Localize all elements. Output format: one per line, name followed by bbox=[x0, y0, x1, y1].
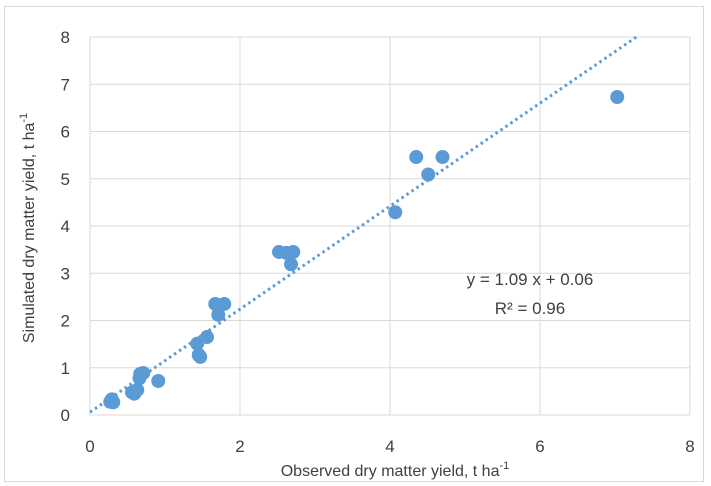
data-point bbox=[421, 167, 436, 182]
x-tick-label: 0 bbox=[85, 437, 94, 456]
data-point bbox=[610, 90, 625, 105]
x-tick-label: 8 bbox=[685, 437, 694, 456]
x-tick-label: 6 bbox=[535, 437, 544, 456]
y-tick-labels: 0 1 2 3 4 5 6 7 8 bbox=[61, 28, 70, 425]
y-tick-label: 6 bbox=[61, 123, 70, 142]
y-axis-title: Simulated dry matter yield, t ha-1 bbox=[18, 113, 38, 343]
y-tick-label: 5 bbox=[61, 170, 70, 189]
x-axis-title-text: Observed dry matter yield, t ha bbox=[281, 463, 500, 480]
y-axis-title-superscript: -1 bbox=[18, 113, 30, 123]
data-point bbox=[409, 150, 424, 165]
data-point bbox=[193, 349, 208, 364]
r-squared-label: R² = 0.96 bbox=[495, 299, 565, 318]
chart-frame bbox=[4, 6, 704, 482]
trendline bbox=[89, 35, 638, 414]
data-points bbox=[103, 90, 625, 410]
data-point bbox=[217, 296, 232, 311]
trendline-equation: y = 1.09 x + 0.06 bbox=[467, 270, 594, 289]
x-tick-label: 4 bbox=[385, 437, 394, 456]
data-point bbox=[130, 382, 145, 397]
data-point bbox=[136, 365, 151, 380]
y-tick-label: 8 bbox=[61, 28, 70, 47]
data-point bbox=[284, 257, 298, 272]
trendline-group bbox=[89, 35, 638, 414]
data-point bbox=[200, 330, 214, 345]
x-tick-label: 2 bbox=[235, 437, 244, 456]
y-tick-label: 1 bbox=[61, 359, 70, 378]
y-tick-label: 4 bbox=[61, 217, 70, 236]
y-axis-title-text: Simulated dry matter yield, t ha bbox=[21, 123, 38, 344]
data-point bbox=[435, 150, 450, 165]
y-tick-label: 0 bbox=[61, 406, 70, 425]
y-tick-label: 2 bbox=[61, 312, 70, 331]
x-tick-labels: 0 2 4 6 8 bbox=[85, 437, 694, 456]
x-axis-title: Observed dry matter yield, t ha-1 bbox=[281, 460, 510, 480]
data-point bbox=[151, 373, 166, 388]
data-point bbox=[106, 395, 121, 410]
data-point bbox=[286, 244, 301, 259]
x-axis-title-superscript: -1 bbox=[499, 460, 509, 472]
data-point bbox=[211, 307, 226, 322]
grid-lines bbox=[89, 36, 691, 416]
y-tick-label: 7 bbox=[61, 75, 70, 94]
y-tick-label: 3 bbox=[61, 264, 70, 283]
data-point bbox=[388, 205, 403, 220]
